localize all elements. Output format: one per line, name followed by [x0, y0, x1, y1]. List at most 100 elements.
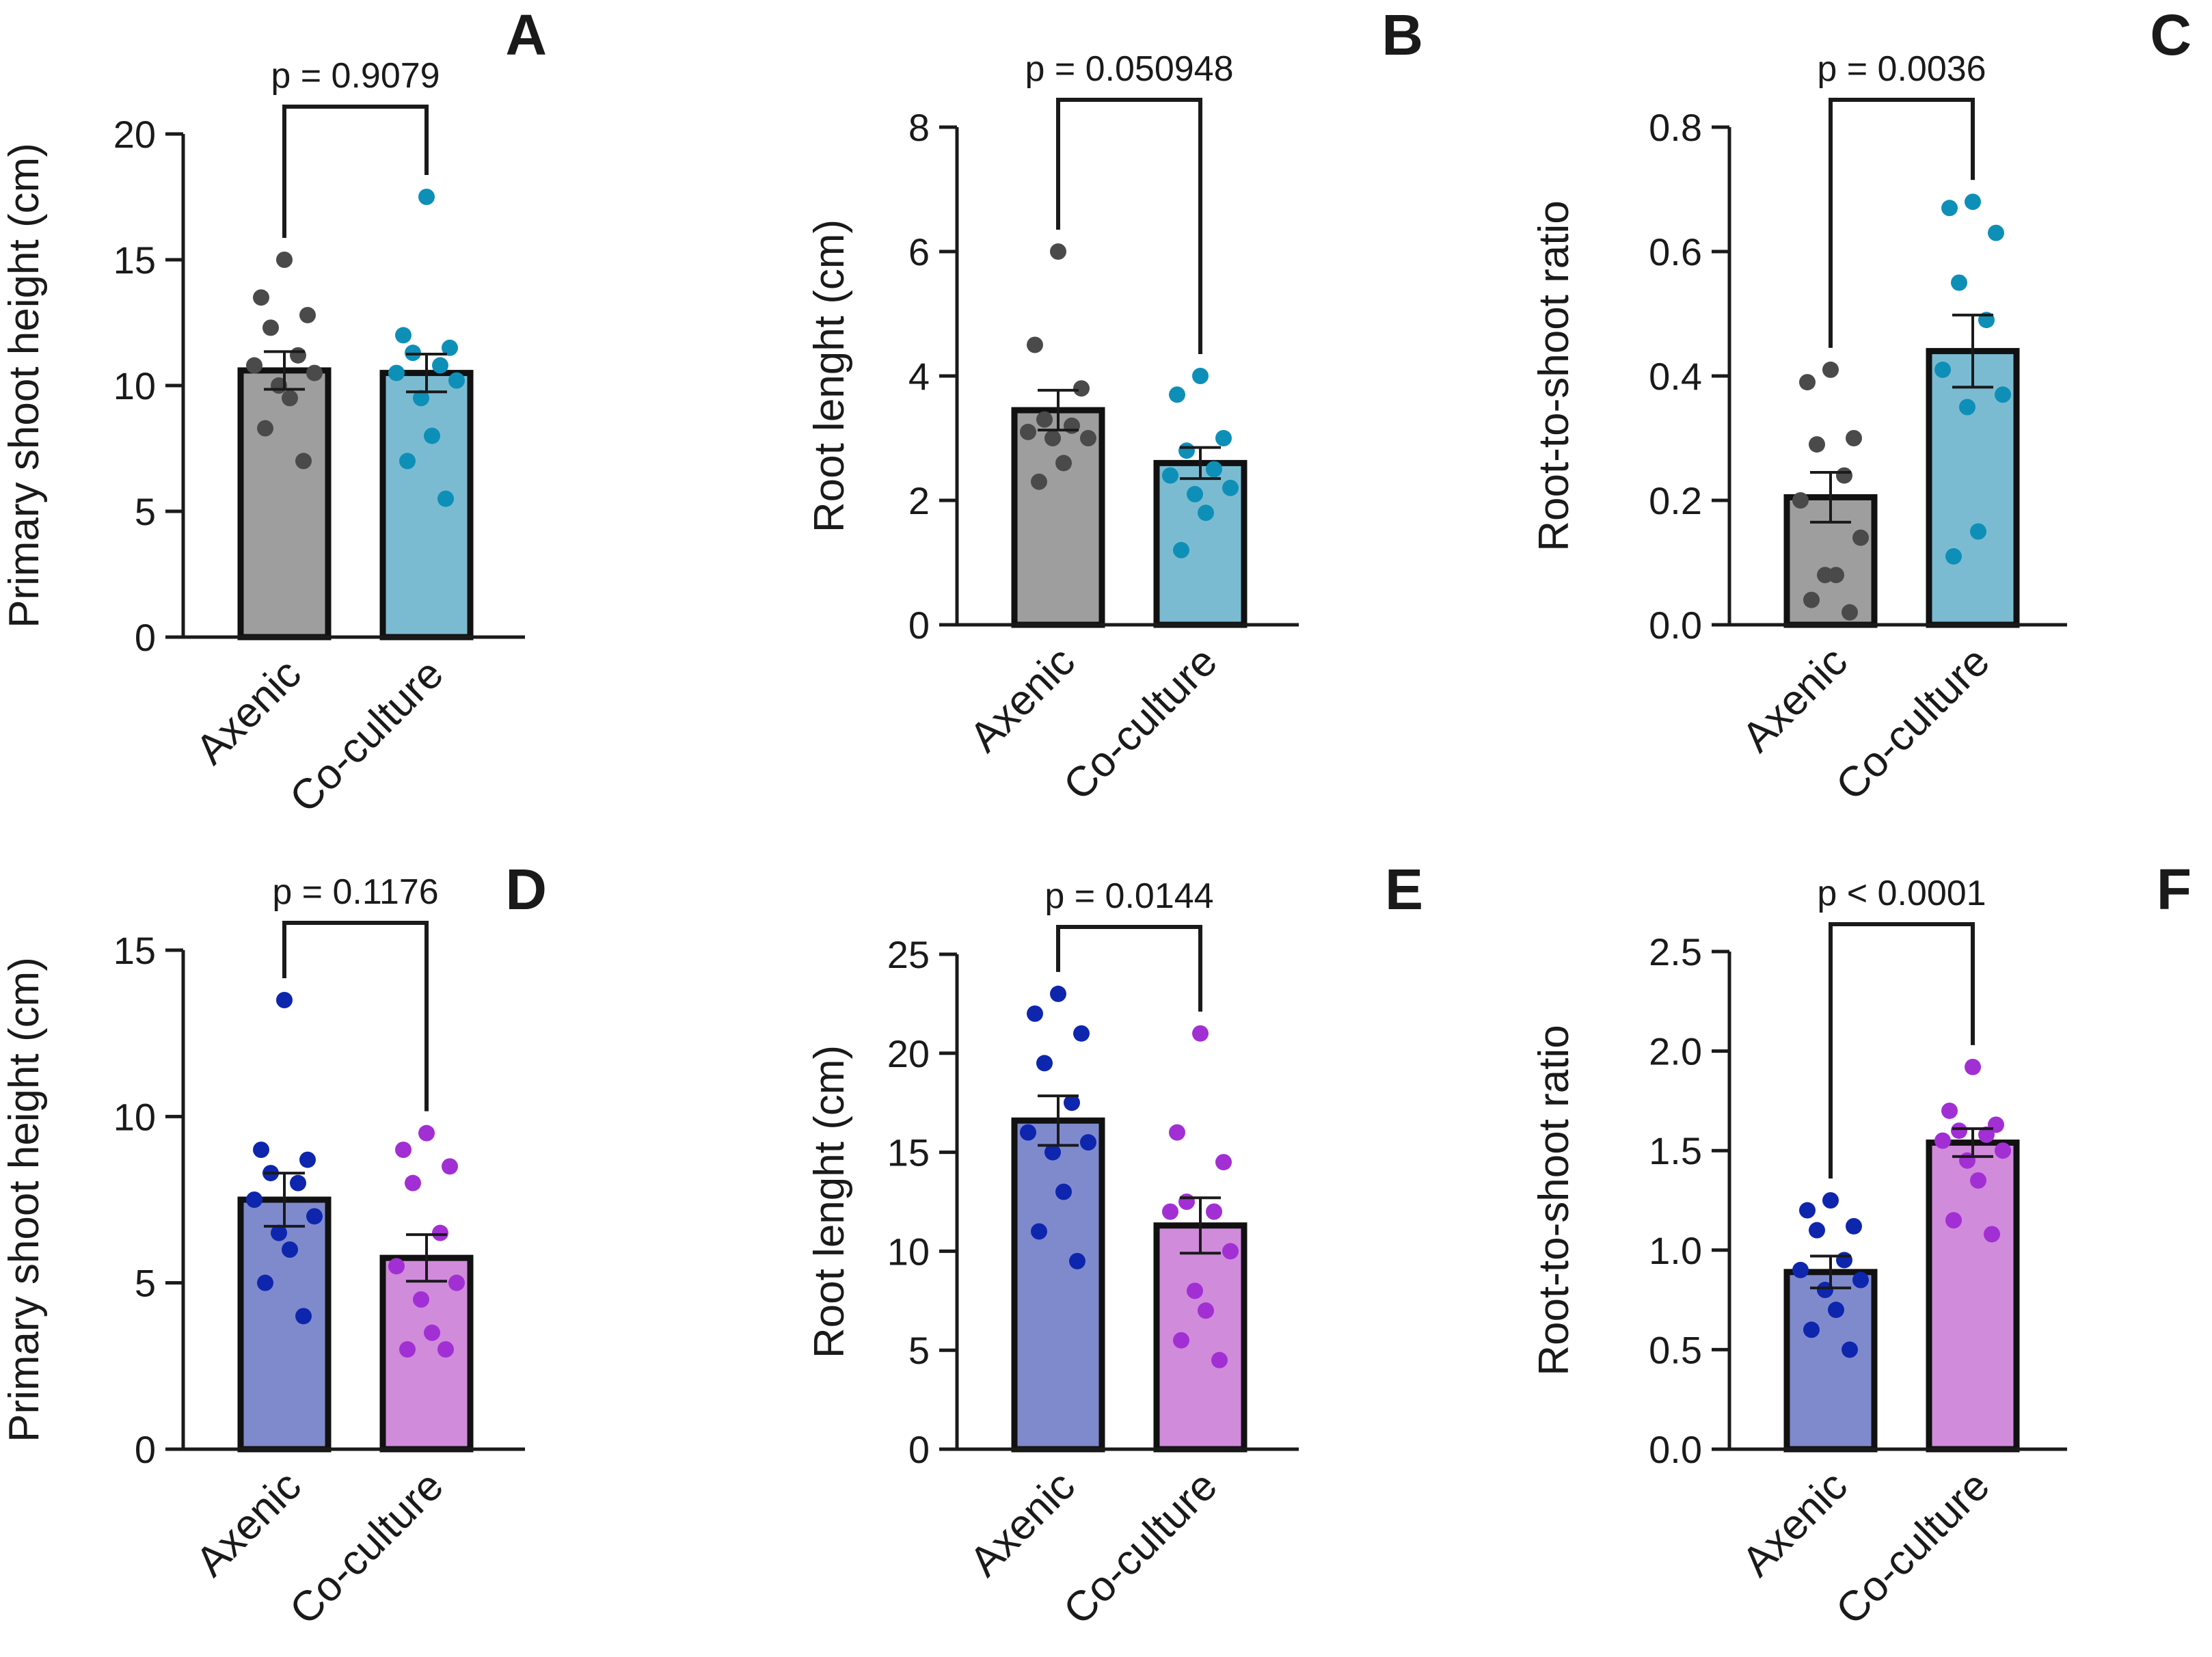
error-bar [264, 350, 305, 391]
data-point [1842, 1341, 1858, 1358]
data-point [282, 390, 298, 407]
data-point [1951, 274, 1967, 291]
y-axis-title: Root lenght (cm) [806, 219, 853, 533]
data-point [253, 1142, 269, 1158]
data-point [1836, 467, 1852, 484]
data-point [262, 319, 279, 336]
data-point [1178, 1194, 1195, 1210]
data-point [271, 1224, 287, 1241]
p-value-label: p = 0.050948 [1025, 49, 1233, 89]
data-point [1215, 1154, 1232, 1171]
data-point [1031, 473, 1047, 490]
category-label: Co-culture [1055, 638, 1226, 809]
category-label: Co-culture [281, 650, 453, 822]
data-point [1984, 1226, 2000, 1243]
data-point [1064, 1094, 1080, 1112]
p-value-label: p < 0.0001 [1817, 874, 1986, 913]
p-value-label: p = 0.0144 [1044, 876, 1213, 916]
data-point [276, 992, 293, 1008]
y-axis-title: Primary shoot height (cm) [1, 957, 48, 1442]
data-point [1073, 380, 1090, 397]
error-bar [1180, 446, 1221, 481]
data-point [1173, 541, 1189, 558]
data-point [1951, 1122, 1967, 1140]
y-tick-label: 25 [887, 933, 930, 976]
error-bar [264, 1172, 305, 1228]
category-label: Co-culture [1827, 1462, 1999, 1634]
data-point [1828, 567, 1844, 584]
y-tick-label: 5 [135, 1262, 156, 1305]
data-point [1187, 485, 1203, 502]
data-point [1050, 243, 1066, 260]
y-tick-label: 2.5 [1649, 930, 1702, 973]
y-tick-label: 2.0 [1649, 1030, 1702, 1073]
data-point [1055, 455, 1072, 472]
data-point [395, 327, 412, 344]
y-tick-label: 4 [908, 355, 930, 398]
data-point [1169, 1124, 1185, 1141]
data-point [1069, 1252, 1085, 1269]
data-point [246, 357, 262, 374]
data-point [1215, 430, 1232, 446]
data-point [442, 339, 458, 356]
y-tick-label: 0 [908, 604, 930, 647]
y-tick-label: 0.0 [1649, 1428, 1702, 1471]
error-bar [406, 353, 447, 394]
data-point [1206, 461, 1222, 478]
y-tick-label: 5 [135, 490, 156, 533]
error-bar [1810, 1254, 1851, 1290]
data-point [1036, 1055, 1053, 1072]
y-tick-label: 6 [908, 230, 930, 273]
data-point [413, 1291, 429, 1308]
y-axis-title: Root-to-shoot ratio [1530, 1025, 1578, 1375]
bar-axenic [237, 367, 332, 641]
data-point [1050, 985, 1066, 1002]
data-point [1211, 1351, 1228, 1369]
data-point [1836, 1252, 1852, 1269]
y-tick-label: 20 [113, 113, 156, 156]
data-point [1080, 1134, 1096, 1151]
bar-co-culture [379, 370, 474, 641]
error-bar [1952, 1127, 1993, 1158]
data-point [1978, 1126, 1995, 1143]
data-point [1842, 604, 1858, 621]
significance-bracket [1056, 925, 1202, 1012]
panel-letter: B [1381, 3, 1423, 67]
data-point [253, 289, 269, 306]
data-point [1162, 1203, 1178, 1220]
error-bar [1952, 313, 1993, 389]
data-point [1792, 1261, 1809, 1278]
data-point [1959, 399, 1975, 416]
data-point [1198, 504, 1214, 522]
data-point [306, 364, 323, 381]
data-point [395, 1142, 412, 1158]
data-point [1080, 430, 1096, 446]
bar-axenic [1011, 1117, 1105, 1453]
data-point [1945, 548, 1962, 565]
error-bar [406, 1233, 447, 1283]
category-label: Axenic [961, 1462, 1084, 1585]
category-label: Co-culture [1055, 1462, 1226, 1634]
data-point [1809, 1222, 1825, 1239]
error-bar [1810, 471, 1851, 524]
data-point [1809, 436, 1825, 453]
data-point [1173, 1332, 1189, 1349]
y-tick-label: 0.2 [1649, 479, 1702, 522]
y-tick-label: 0.4 [1649, 355, 1702, 398]
y-tick-label: 0 [908, 1428, 930, 1471]
p-value-label: p = 0.1176 [272, 872, 438, 912]
data-point [1020, 423, 1036, 440]
data-point [413, 390, 429, 407]
panel-letter: F [2157, 857, 2191, 921]
category-label: Axenic [1734, 638, 1857, 761]
data-point [1044, 430, 1061, 446]
data-point [418, 1124, 435, 1142]
data-point [418, 189, 435, 205]
data-point [1799, 374, 1816, 391]
data-point [399, 453, 416, 470]
data-point [1169, 386, 1185, 403]
data-point [1027, 1005, 1043, 1022]
